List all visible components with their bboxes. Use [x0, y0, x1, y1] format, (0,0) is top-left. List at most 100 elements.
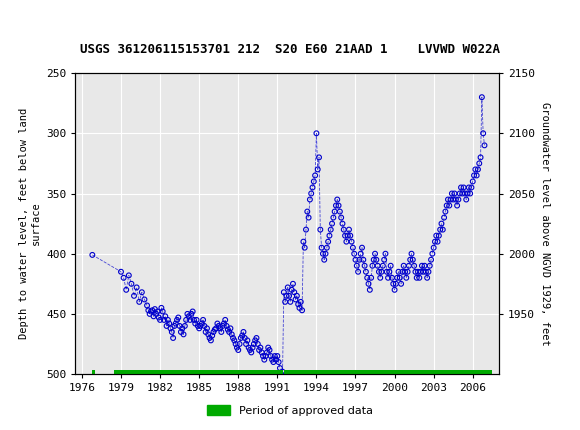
Point	[227, 331, 237, 338]
Point	[335, 208, 345, 215]
Point	[345, 226, 354, 233]
Point	[217, 329, 226, 335]
Point	[167, 329, 176, 335]
Point	[124, 272, 133, 279]
Point	[204, 331, 213, 338]
Point	[307, 190, 316, 197]
Y-axis label: Depth to water level, feet below land
surface: Depth to water level, feet below land su…	[19, 108, 41, 339]
Point	[234, 347, 243, 353]
Point	[408, 256, 418, 263]
Point	[324, 238, 333, 245]
Point	[146, 308, 155, 315]
Point	[471, 166, 480, 173]
Point	[454, 196, 463, 203]
Point	[415, 274, 424, 281]
Point	[223, 326, 233, 333]
Point	[166, 325, 175, 332]
Point	[347, 238, 356, 245]
Point	[256, 344, 265, 351]
Point	[331, 202, 340, 209]
Point	[244, 344, 253, 351]
Point	[229, 335, 238, 341]
Point	[386, 262, 396, 269]
Point	[424, 268, 433, 275]
Point	[422, 274, 432, 281]
Point	[466, 190, 475, 197]
Point	[346, 232, 355, 239]
Point	[318, 250, 328, 257]
Point	[467, 184, 476, 191]
Point	[404, 262, 414, 269]
Point	[284, 292, 293, 299]
Point	[448, 196, 458, 203]
Point	[421, 268, 430, 275]
Point	[456, 184, 466, 191]
Point	[201, 329, 211, 335]
Point	[365, 286, 375, 293]
Point	[326, 226, 335, 233]
Point	[149, 313, 158, 320]
Point	[334, 202, 343, 209]
Point	[261, 353, 270, 359]
Point	[317, 244, 327, 251]
Point	[292, 292, 302, 299]
Point	[173, 314, 183, 321]
Point	[308, 184, 317, 191]
Point	[245, 347, 255, 353]
Point	[253, 341, 262, 347]
Point	[241, 341, 251, 347]
Point	[322, 244, 332, 251]
Point	[137, 289, 147, 296]
Point	[399, 262, 408, 269]
Point	[246, 349, 256, 356]
Point	[309, 178, 318, 185]
Point	[429, 244, 438, 251]
Point	[313, 166, 322, 173]
Point	[122, 286, 131, 293]
Point	[361, 268, 371, 275]
Point	[236, 335, 245, 341]
Point	[474, 160, 484, 167]
Point	[219, 320, 229, 327]
Point	[459, 184, 468, 191]
Point	[196, 322, 205, 329]
Point	[417, 262, 426, 269]
Point	[447, 190, 456, 197]
Point	[397, 280, 406, 287]
Point	[394, 268, 403, 275]
Point	[148, 307, 157, 314]
Point	[283, 284, 292, 291]
Bar	[114, 371, 282, 378]
Point	[464, 184, 473, 191]
Point	[416, 268, 425, 275]
Point	[369, 256, 378, 263]
Point	[480, 142, 489, 149]
Point	[170, 322, 179, 329]
Point	[364, 280, 373, 287]
Point	[157, 304, 166, 311]
Point	[230, 337, 239, 344]
Point	[477, 94, 487, 101]
Point	[274, 359, 283, 366]
Point	[239, 329, 248, 335]
Point	[381, 250, 390, 257]
Point	[373, 262, 382, 269]
Point	[455, 190, 465, 197]
Point	[445, 202, 454, 209]
Point	[165, 320, 174, 327]
Point	[412, 274, 421, 281]
Point	[458, 190, 467, 197]
Point	[206, 337, 216, 344]
Point	[88, 252, 97, 258]
Point	[387, 274, 397, 281]
Point	[276, 365, 285, 372]
Point	[249, 341, 259, 347]
Point	[368, 262, 377, 269]
Point	[329, 214, 338, 221]
Point	[376, 274, 385, 281]
Point	[200, 322, 209, 329]
Point	[289, 289, 299, 296]
Point	[242, 337, 252, 344]
Point	[153, 308, 162, 315]
Point	[362, 274, 372, 281]
